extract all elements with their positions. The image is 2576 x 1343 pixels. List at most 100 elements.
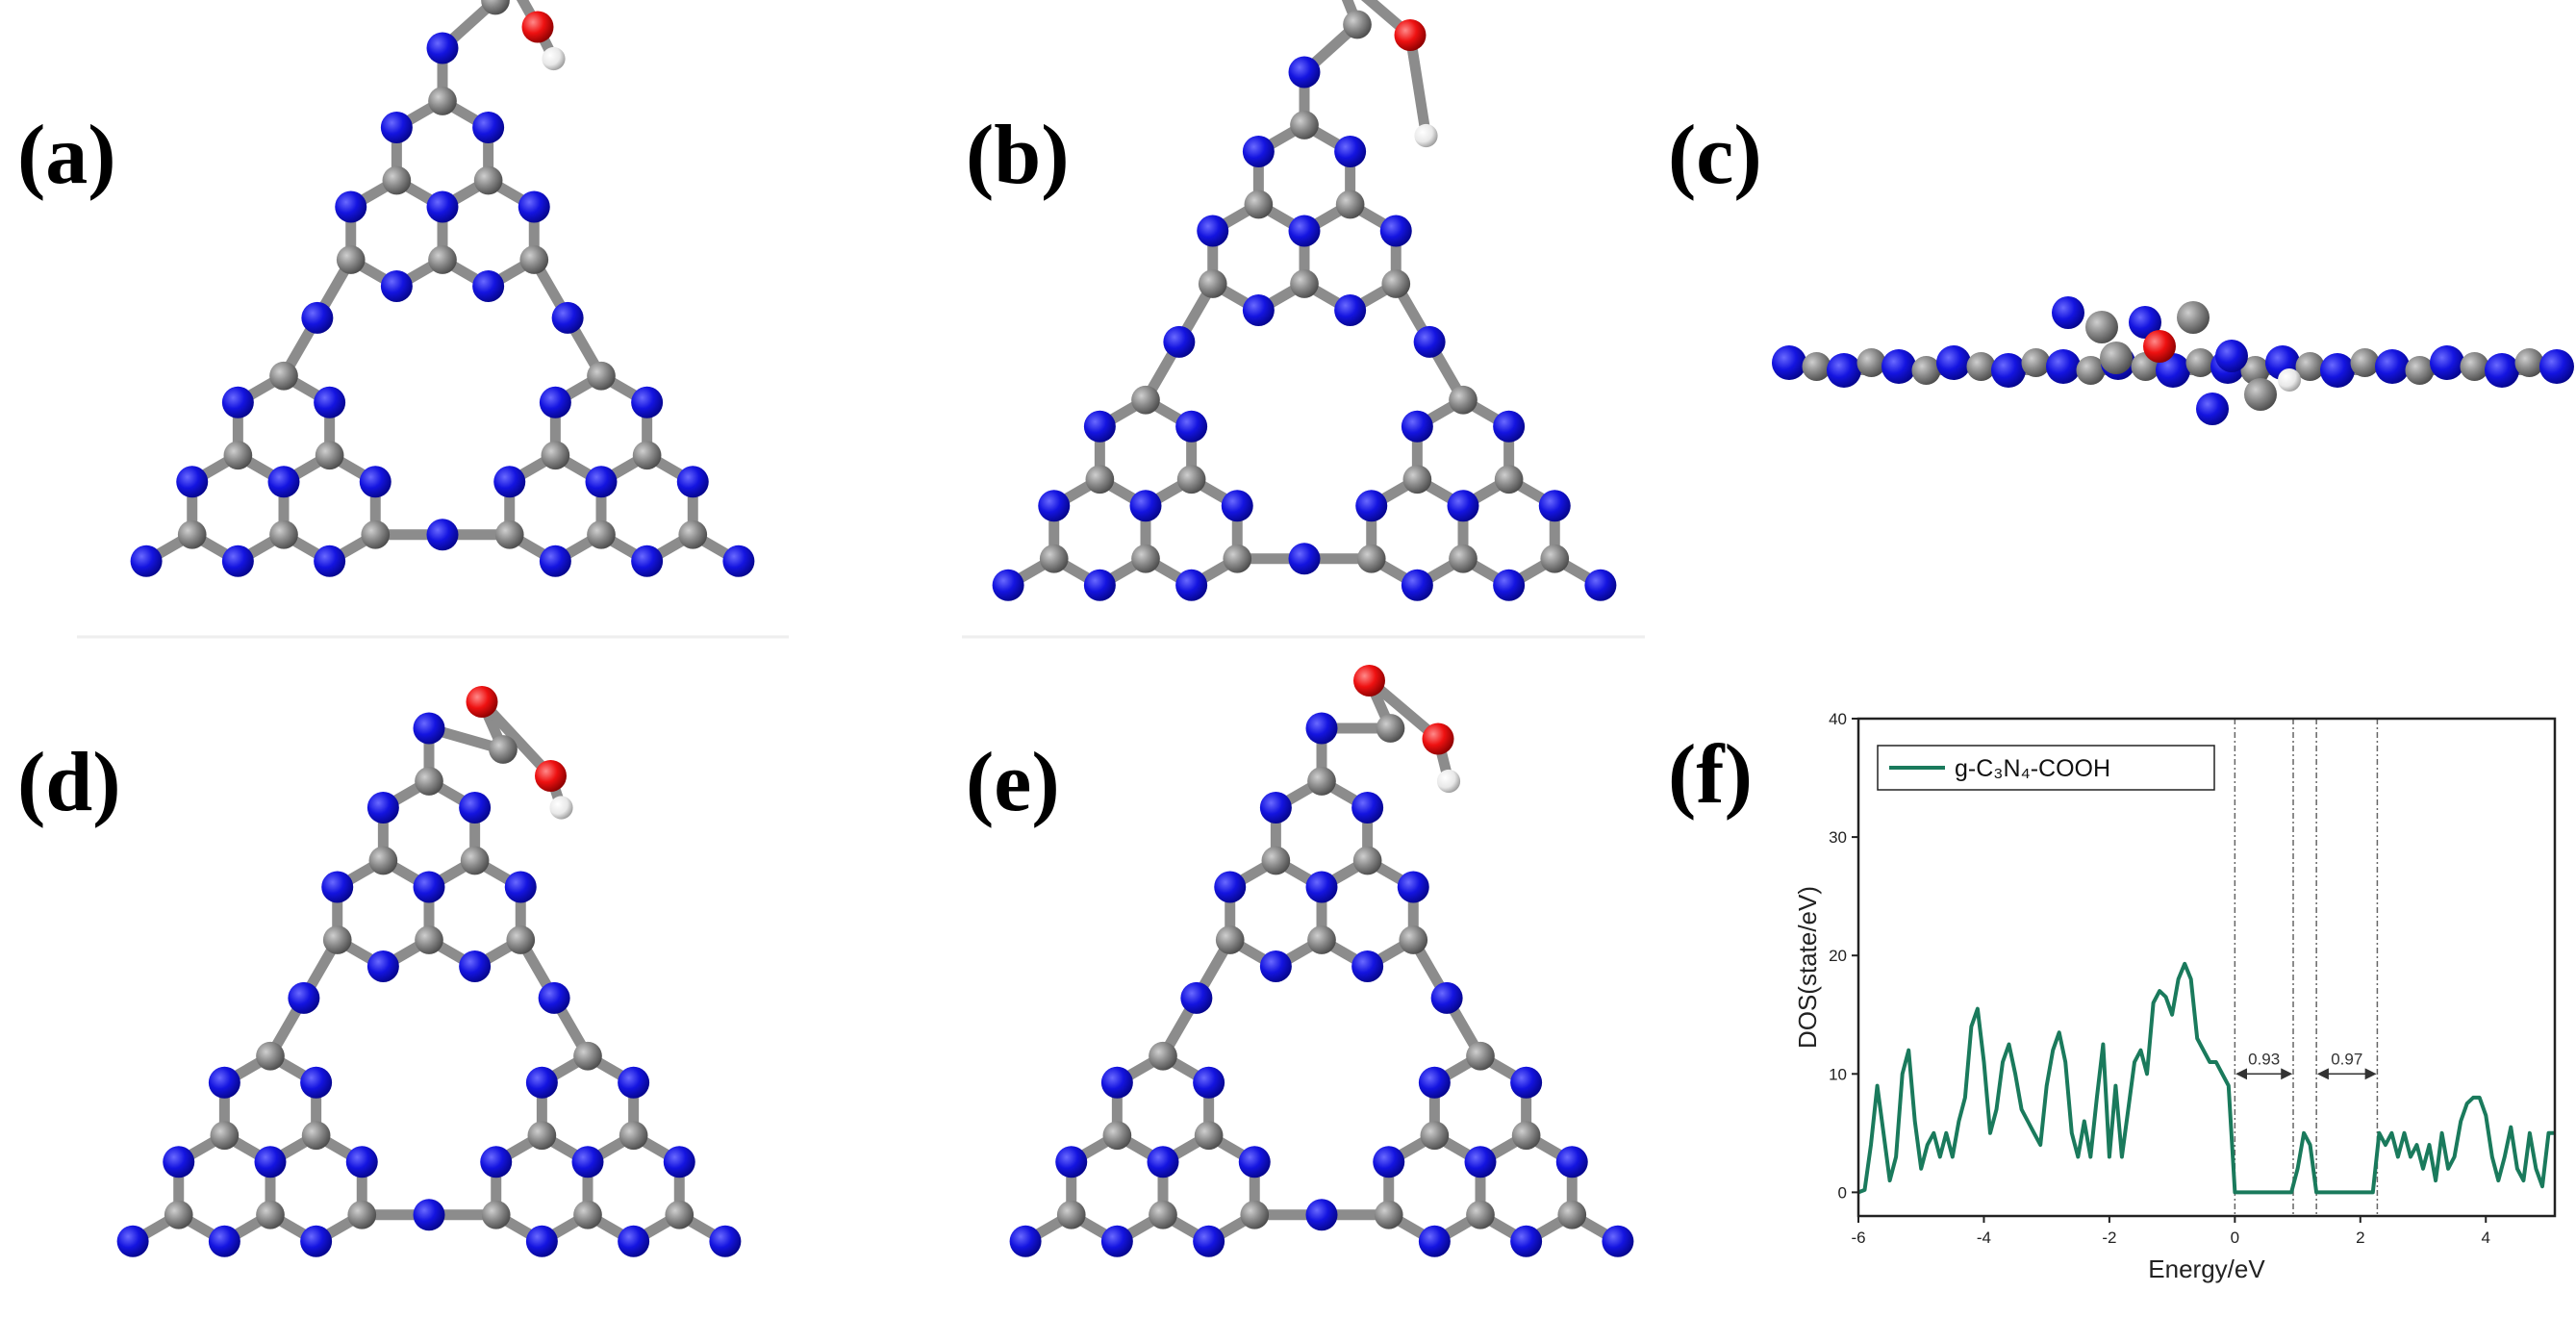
atom — [2350, 348, 2380, 377]
atom — [210, 1121, 240, 1151]
atom — [426, 32, 459, 64]
atom — [2052, 296, 2084, 329]
atom — [380, 112, 413, 143]
atom — [1083, 410, 1116, 443]
atom — [631, 386, 664, 418]
atom — [678, 519, 708, 549]
atom — [1244, 190, 1274, 219]
atom — [164, 1200, 193, 1229]
atom — [1334, 136, 1367, 167]
atom — [1307, 925, 1336, 954]
atom — [361, 519, 391, 549]
atom — [382, 165, 412, 195]
atom — [221, 545, 254, 577]
atom — [1351, 792, 1384, 824]
atom — [1259, 950, 1292, 982]
atom — [1193, 1225, 1225, 1257]
atom — [345, 1146, 378, 1178]
atom — [527, 1121, 557, 1151]
atom — [1402, 465, 1432, 494]
atom — [300, 1066, 333, 1099]
atom — [1238, 1146, 1271, 1178]
atom — [1009, 1225, 1042, 1257]
atom — [1466, 1041, 1495, 1071]
atom — [366, 792, 399, 824]
atom — [1540, 544, 1570, 573]
atom — [489, 735, 518, 764]
atom — [1055, 1146, 1088, 1178]
atom — [1129, 490, 1162, 522]
atom — [1290, 269, 1319, 298]
atom — [1131, 385, 1160, 415]
atom — [366, 950, 399, 982]
y-tick-label: 30 — [1829, 828, 1847, 847]
atom — [494, 519, 524, 549]
atom — [1334, 294, 1367, 326]
atom — [1936, 345, 1971, 380]
atom — [587, 361, 616, 391]
atom — [709, 1225, 742, 1257]
atom — [1085, 465, 1115, 494]
atom — [1447, 490, 1479, 522]
atom — [473, 165, 503, 195]
atom — [1083, 569, 1116, 601]
atom — [632, 441, 662, 470]
y-tick-label: 10 — [1829, 1065, 1847, 1083]
atom — [466, 686, 498, 718]
atom — [539, 545, 571, 577]
atom — [2375, 349, 2410, 384]
atom — [1449, 385, 1477, 415]
atom — [428, 245, 457, 274]
atom — [1376, 714, 1405, 743]
atom — [1399, 925, 1428, 954]
atom — [2460, 352, 2489, 381]
atom — [573, 1200, 602, 1229]
atom — [459, 950, 492, 982]
atom — [538, 981, 570, 1014]
atom — [992, 569, 1024, 601]
atom — [1335, 190, 1365, 219]
atom — [1493, 410, 1526, 443]
atom — [631, 545, 664, 577]
atom — [1242, 136, 1275, 167]
atom — [1343, 10, 1372, 39]
atom — [519, 245, 549, 274]
atom — [380, 270, 413, 302]
y-tick-label: 0 — [1838, 1183, 1847, 1202]
dos-chart: 0 10 20 30 40 -6 -4 -2 0 2 4 Energy/eV DOS(state/eV)… — [1793, 710, 2557, 1283]
atom — [1305, 712, 1338, 745]
atom — [314, 545, 346, 577]
atom — [1221, 490, 1253, 522]
atom — [426, 190, 459, 223]
x-tick-label: 0 — [2231, 1229, 2239, 1247]
atom — [2295, 352, 2325, 381]
atom — [116, 1225, 149, 1257]
panel-label: (e) — [966, 736, 1060, 829]
atom — [1827, 353, 1861, 388]
atom — [1466, 1200, 1495, 1229]
atom — [1449, 544, 1477, 573]
atom — [1198, 269, 1227, 298]
gap-label: 0.93 — [2248, 1050, 2280, 1068]
atom — [1802, 352, 1831, 381]
panel-label: (c) — [1668, 109, 1762, 202]
x-tick-label: -2 — [2102, 1229, 2116, 1247]
atom — [521, 11, 554, 43]
atom — [518, 190, 550, 223]
atom — [1414, 123, 1438, 148]
atom — [1911, 356, 1941, 385]
atom — [525, 1225, 558, 1257]
x-tick-label: -4 — [1977, 1229, 1991, 1247]
panel-label: (a) — [17, 109, 116, 202]
atom — [1422, 722, 1454, 755]
atom — [256, 1200, 285, 1229]
atom — [1100, 1225, 1133, 1257]
atom — [1557, 1200, 1587, 1229]
atom — [314, 386, 346, 418]
atom — [1374, 1200, 1403, 1229]
atom — [321, 871, 354, 903]
atom — [549, 796, 573, 820]
atom — [1240, 1200, 1270, 1229]
atom — [428, 87, 457, 115]
